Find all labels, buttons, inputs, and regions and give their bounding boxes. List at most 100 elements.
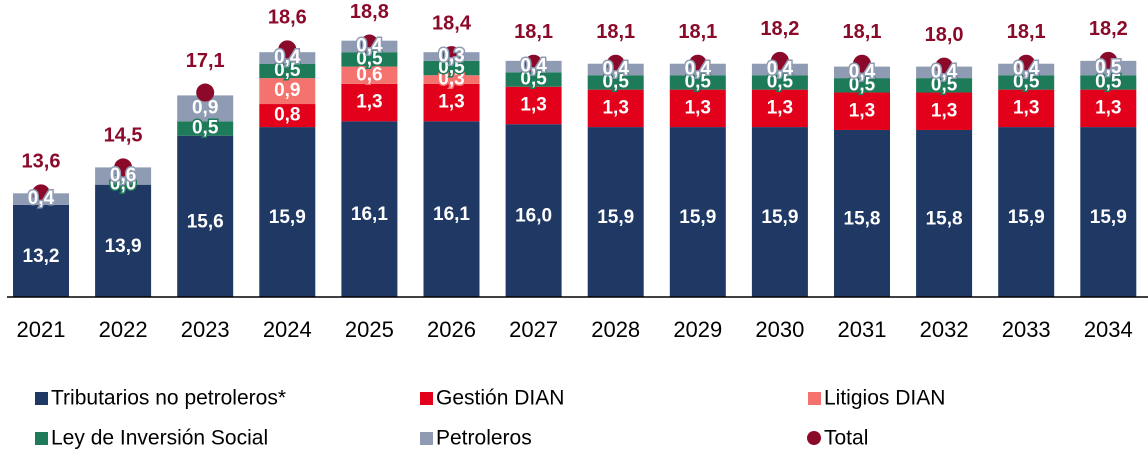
total-marker [770, 51, 789, 70]
total-marker [360, 34, 379, 53]
value-label: 0,4 [1013, 58, 1040, 79]
value-label: 0,5 [1013, 71, 1040, 92]
bar-segment [669, 75, 726, 90]
bar-segment [259, 78, 316, 105]
legend-label: Litigios DIAN [824, 387, 945, 410]
bar-segment [341, 121, 398, 297]
x-tick-label: 2029 [673, 317, 722, 342]
total-marker [1017, 54, 1036, 73]
value-label: 0,3 [438, 69, 464, 90]
total-label: 18,1 [596, 21, 635, 43]
value-label: 0,4 [767, 58, 794, 79]
x-tick-label: 2026 [427, 317, 476, 342]
bar-segment [587, 89, 644, 128]
value-label: 0,9 [192, 97, 218, 118]
value-label: 0,8 [274, 105, 300, 126]
total-label: 18,1 [1007, 21, 1046, 43]
bar-segment [423, 75, 480, 84]
value-label: 1,3 [849, 100, 875, 121]
value-label: 15,9 [1090, 207, 1127, 228]
value-label: 13,9 [105, 236, 142, 257]
value-label: 0,4 [274, 47, 301, 68]
bar-segment [1080, 127, 1137, 297]
x-tick-label: 2025 [345, 317, 394, 342]
bar-segment [751, 89, 808, 128]
bar-segment [834, 78, 890, 93]
bar-segment [341, 83, 398, 122]
value-label: 0,5 [931, 74, 958, 95]
total-label: 18,1 [514, 21, 553, 43]
bar-segment [505, 86, 562, 125]
bar-segment [916, 129, 973, 297]
bar-segment [1080, 75, 1137, 90]
bar-segment [587, 127, 644, 297]
x-tick-label: 2024 [263, 317, 312, 342]
x-tick-label: 2027 [509, 317, 558, 342]
value-label: 0,6 [110, 165, 136, 186]
value-label: 16,1 [351, 204, 388, 225]
value-label: 1,3 [520, 94, 546, 115]
x-tick-label: 2023 [181, 317, 230, 342]
bar-segment [669, 89, 726, 128]
total-marker [935, 57, 954, 76]
value-label: 0,6 [356, 64, 382, 85]
value-label: 1,3 [1095, 97, 1121, 118]
bar-segment [505, 124, 562, 297]
total-marker [606, 54, 625, 73]
legend-label: Gestión DIAN [436, 387, 564, 410]
value-label: 15,9 [597, 207, 634, 228]
total-marker [853, 54, 871, 73]
value-label: 1,3 [767, 97, 793, 118]
bar-segment [998, 89, 1055, 128]
value-label: 0,4 [356, 35, 383, 56]
bar-segment [751, 75, 808, 90]
legend-swatch [35, 432, 48, 445]
bar-segment [259, 104, 316, 128]
value-label: 1,3 [602, 97, 628, 118]
bar-segment [259, 127, 316, 297]
total-label: 18,0 [925, 24, 964, 46]
x-tick-label: 2033 [1002, 317, 1051, 342]
value-label: 15,8 [844, 208, 881, 229]
legend-swatch [35, 392, 48, 405]
bar-segment [751, 127, 808, 297]
total-marker [442, 46, 461, 65]
bar-segment [95, 184, 152, 297]
x-tick-label: 2030 [755, 317, 804, 342]
value-label: 15,9 [1008, 207, 1045, 228]
value-label: 0,5 [1095, 71, 1122, 92]
value-label: 0,5 [849, 74, 876, 95]
bar-segment [505, 72, 562, 87]
total-marker [688, 54, 707, 73]
value-label: 1,3 [1013, 97, 1039, 118]
legend-label: Petroleros [436, 427, 532, 450]
x-tick-label: 2031 [838, 317, 887, 342]
legend-swatch [807, 431, 821, 445]
bar-segment [1080, 89, 1137, 128]
bar-segment [916, 92, 973, 130]
bar-segment [669, 127, 726, 297]
value-label: 15,9 [269, 207, 306, 228]
value-label: 0,4 [931, 61, 958, 82]
x-tick-label: 2028 [591, 317, 640, 342]
value-label: 15,6 [187, 211, 224, 232]
bar-segment [587, 75, 644, 90]
value-label: 0,4 [602, 58, 629, 79]
total-marker [524, 54, 543, 73]
bar-segment [259, 63, 316, 79]
bar-segment [423, 60, 480, 76]
total-label: 18,4 [432, 12, 472, 34]
legend-label: Ley de Inversión Social [51, 427, 268, 450]
bar-segment [423, 83, 480, 122]
value-label: 0,4 [520, 56, 547, 77]
total-label: 18,1 [678, 21, 717, 43]
total-marker [1099, 51, 1118, 70]
value-label: 15,8 [926, 208, 963, 229]
legend-label: Total [824, 427, 868, 450]
value-label: 0,5 [1095, 57, 1122, 78]
value-label: 0,5 [685, 71, 712, 92]
bar-segment [423, 121, 480, 297]
value-label: 0,5 [356, 48, 383, 69]
value-label: 1,3 [356, 92, 382, 113]
